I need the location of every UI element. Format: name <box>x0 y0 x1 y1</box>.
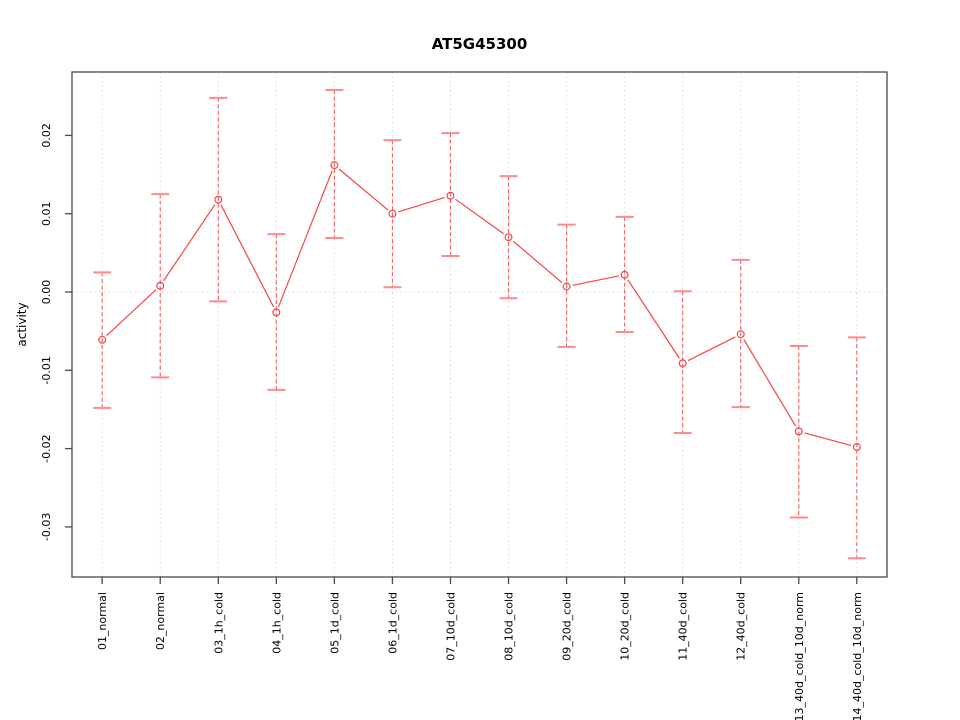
chart-title: AT5G45300 <box>432 35 528 53</box>
data-line-segment <box>687 336 736 362</box>
y-tick-label: -0.03 <box>40 513 53 541</box>
data-point <box>678 359 687 368</box>
data-point <box>330 161 339 170</box>
data-line-segment <box>512 240 563 284</box>
y-tick-label: 0.01 <box>40 201 53 226</box>
data-point <box>562 282 571 291</box>
x-tick-label: 14_40d_cold_10d_norm <box>851 592 864 720</box>
data-line-segment <box>277 170 333 308</box>
data-point <box>620 270 629 279</box>
data-line-segment <box>397 196 445 213</box>
y-tick-label: 0.02 <box>40 123 53 148</box>
data-line-segment <box>338 168 389 211</box>
data-point <box>214 195 223 204</box>
x-tick-label: 01_normal <box>96 592 109 650</box>
x-tick-label: 09_20d_cold <box>561 592 574 661</box>
data-line-segment <box>220 204 275 308</box>
data-line-segment <box>743 339 797 427</box>
data-line-segment <box>106 289 157 337</box>
data-point <box>852 443 861 452</box>
data-point <box>504 233 513 242</box>
x-tick-label: 03_1h_cold <box>212 592 225 654</box>
plot-border <box>71 71 888 578</box>
y-axis-label: activity <box>15 302 29 346</box>
x-tick-label: 08_10d_cold <box>503 592 516 661</box>
y-tick-label: -0.01 <box>40 356 53 384</box>
data-point <box>794 427 803 436</box>
data-point <box>388 209 397 218</box>
x-tick-label: 10_20d_cold <box>619 592 632 661</box>
x-tick-label: 06_1d_cold <box>386 592 399 654</box>
data-point <box>98 335 107 344</box>
plot-area: 0.02 0.01 0.00 -0.01 -0.02 -0.03 01_normal 02_n… <box>40 71 888 720</box>
data-point <box>272 308 281 317</box>
data-point <box>446 191 455 200</box>
x-tick-label: 13_40d_cold_10d_norm <box>793 592 806 720</box>
x-tick-label: 12_40d_cold <box>735 592 748 661</box>
x-tick-label: 05_1d_cold <box>328 592 341 654</box>
x-tick-label: 04_1h_cold <box>270 592 283 654</box>
data-point <box>156 281 165 290</box>
data-line-segment <box>804 432 852 447</box>
data-line-segment <box>572 275 619 286</box>
x-tick-label: 11_40d_cold <box>677 592 690 661</box>
y-tick-label: -0.02 <box>40 434 53 462</box>
x-tick-label: 02_normal <box>154 592 167 650</box>
y-tick-label: 0.00 <box>40 280 53 305</box>
data-line-segment <box>455 198 504 235</box>
data-line-segment <box>627 279 680 359</box>
data-line-segment <box>163 204 216 282</box>
data-point <box>736 330 745 339</box>
x-tick-label: 07_10d_cold <box>444 592 457 661</box>
